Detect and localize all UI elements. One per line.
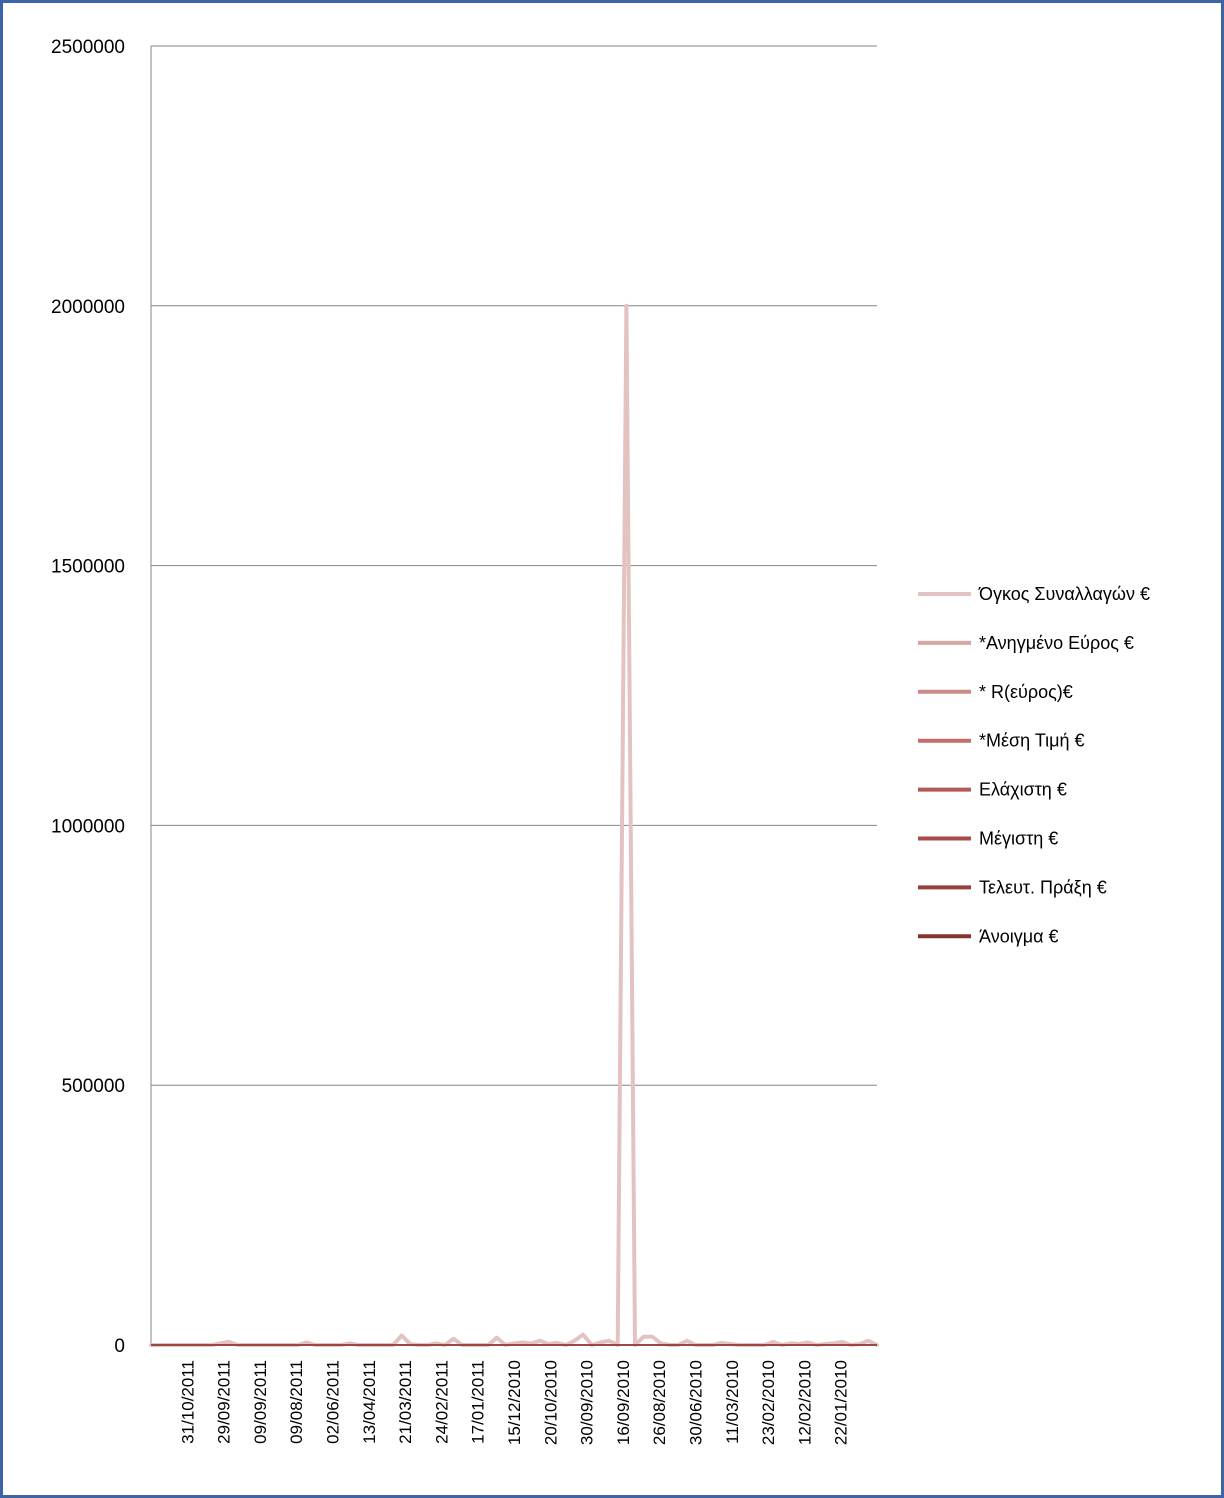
legend-item: Όγκος Συναλλαγών € bbox=[918, 584, 1150, 604]
x-tick-label: 09/08/2011 bbox=[287, 1360, 306, 1444]
x-tick-label: 24/02/2011 bbox=[432, 1360, 451, 1444]
y-tick-label: 1000000 bbox=[51, 816, 125, 837]
legend-item: Τελευτ. Πράξη € bbox=[918, 877, 1107, 897]
x-tick-label: 09/09/2011 bbox=[251, 1360, 270, 1444]
legend-label: *Ανηγμένο Εύρος € bbox=[979, 633, 1134, 653]
legend-item: Άνοιγμα € bbox=[918, 926, 1059, 946]
x-tick-label: 22/01/2010 bbox=[832, 1360, 851, 1445]
legend-label: Άνοιγμα € bbox=[979, 926, 1059, 946]
x-tick-label: 17/01/2011 bbox=[469, 1360, 488, 1444]
legend-item: * R(εύρος)€ bbox=[918, 682, 1073, 702]
x-axis: 31/10/2011 29/09/2011 09/09/2011 09/08/2011… bbox=[178, 1360, 850, 1445]
x-tick-label: 29/09/2011 bbox=[215, 1360, 234, 1444]
legend-label: Όγκος Συναλλαγών € bbox=[978, 584, 1150, 604]
y-tick-label: 2500000 bbox=[51, 37, 125, 58]
legend-label: *Μέση Τιμή € bbox=[979, 731, 1085, 751]
x-tick-label: 11/03/2010 bbox=[723, 1360, 742, 1444]
y-tick-label: 1500000 bbox=[51, 557, 125, 578]
y-tick-label: 2000000 bbox=[51, 297, 125, 318]
x-tick-label: 02/06/2011 bbox=[324, 1360, 343, 1444]
x-tick-label: 30/06/2010 bbox=[687, 1360, 706, 1445]
legend-item: Ελάχιστη € bbox=[918, 780, 1067, 800]
line-chart: 0 500000 1000000 1500000 2000000 2500000 31/1… bbox=[3, 3, 1221, 1495]
x-tick-label: 26/08/2010 bbox=[650, 1360, 669, 1445]
legend: Όγκος Συναλλαγών € *Ανηγμένο Εύρος € * R(ε… bbox=[918, 584, 1150, 946]
legend-label: * R(εύρος)€ bbox=[979, 682, 1073, 702]
y-tick-label: 0 bbox=[114, 1336, 125, 1357]
legend-item: *Ανηγμένο Εύρος € bbox=[918, 633, 1134, 653]
x-tick-label: 15/12/2010 bbox=[505, 1360, 524, 1445]
legend-label: Μέγιστη € bbox=[979, 829, 1058, 849]
x-tick-label: 23/02/2010 bbox=[759, 1360, 778, 1445]
legend-label: Ελάχιστη € bbox=[979, 780, 1067, 800]
legend-item: *Μέση Τιμή € bbox=[918, 731, 1085, 751]
x-tick-label: 21/03/2011 bbox=[396, 1360, 415, 1444]
y-tick-label: 500000 bbox=[62, 1076, 125, 1097]
x-tick-label: 31/10/2011 bbox=[178, 1360, 197, 1444]
x-tick-label: 30/09/2010 bbox=[578, 1360, 597, 1445]
x-tick-label: 12/02/2010 bbox=[795, 1360, 814, 1445]
y-axis: 0 500000 1000000 1500000 2000000 2500000 bbox=[51, 37, 151, 1357]
x-tick-label: 13/04/2011 bbox=[360, 1360, 379, 1444]
x-tick-label: 20/10/2010 bbox=[541, 1360, 560, 1445]
gridlines bbox=[151, 46, 877, 1345]
legend-item: Μέγιστη € bbox=[918, 829, 1058, 849]
legend-label: Τελευτ. Πράξη € bbox=[979, 877, 1107, 897]
x-tick-label: 16/09/2010 bbox=[614, 1360, 633, 1445]
